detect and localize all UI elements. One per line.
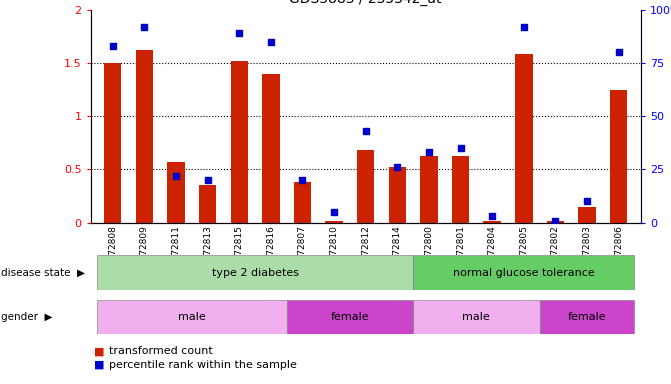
Point [107,43,118,49]
Text: female: female [331,312,369,322]
Bar [136,50,153,223]
Bar [97,300,287,334]
Point [613,49,624,55]
Bar [539,300,635,334]
Text: male: male [178,312,205,322]
Point [582,198,592,204]
Bar [97,255,413,290]
Bar [104,63,121,223]
Bar [413,300,539,334]
Point [360,128,371,134]
Bar [547,220,564,223]
Point [297,177,308,183]
Point [487,213,498,219]
Text: ■: ■ [94,346,105,356]
Point [550,217,561,223]
Point [519,23,529,30]
Bar [515,55,533,223]
Text: type 2 diabetes: type 2 diabetes [211,268,299,278]
Point [266,38,276,45]
Bar [287,300,413,334]
Text: gender  ▶: gender ▶ [1,312,52,322]
Bar [325,220,343,223]
Bar [610,89,627,223]
Point [392,164,403,170]
Point [234,30,244,36]
Point [202,177,213,183]
Bar [231,61,248,223]
Bar [357,150,374,223]
Text: ■: ■ [94,360,105,370]
Bar [452,156,469,223]
Text: female: female [568,312,607,322]
Point [329,209,340,215]
Bar [420,156,437,223]
Text: disease state  ▶: disease state ▶ [1,268,85,278]
Bar [389,167,406,223]
Text: transformed count: transformed count [109,346,213,356]
Bar [413,255,635,290]
Text: percentile rank within the sample: percentile rank within the sample [109,360,297,370]
Bar [199,185,216,223]
Point [139,23,150,30]
Bar [167,162,185,223]
Bar [294,182,311,223]
Bar [578,207,596,223]
Point [455,145,466,151]
Point [423,149,434,156]
Text: normal glucose tolerance: normal glucose tolerance [453,268,595,278]
Point [170,173,181,179]
Bar [484,220,501,223]
Text: male: male [462,312,491,322]
Bar [262,73,280,223]
Title: GDS3883 / 235342_at: GDS3883 / 235342_at [289,0,442,6]
